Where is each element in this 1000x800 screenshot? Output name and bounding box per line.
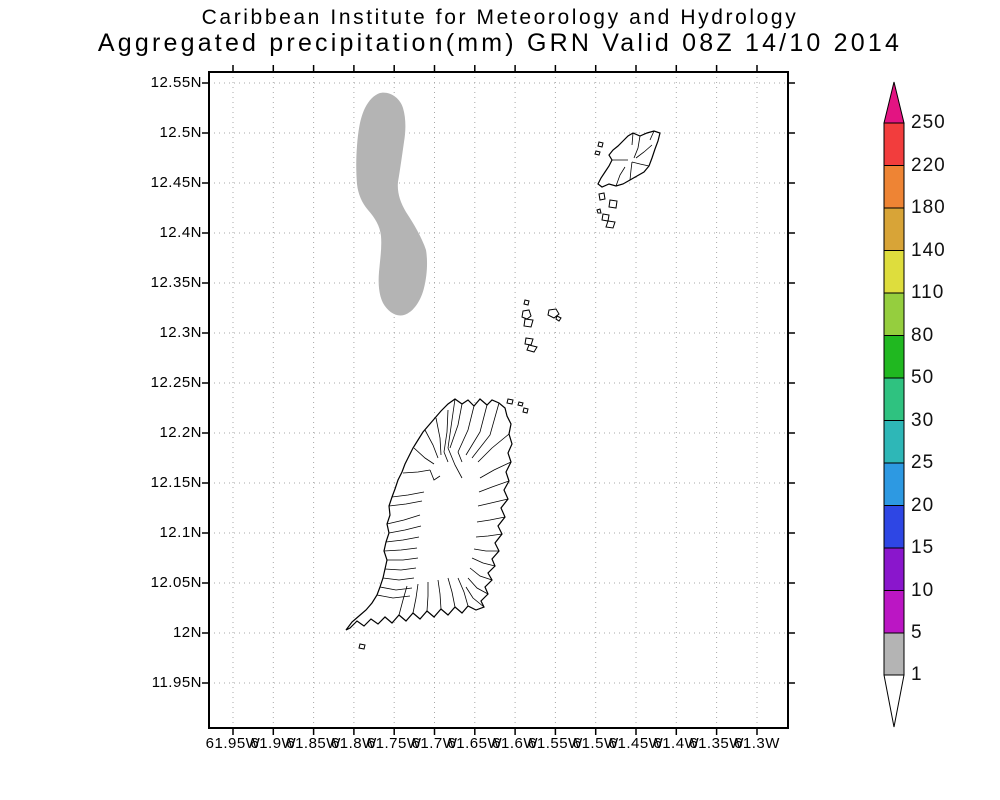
islet (605, 220, 616, 229)
lat-tick-label: 12.55N (150, 74, 202, 91)
islet (608, 199, 618, 209)
lat-tick-label: 12.3N (159, 324, 202, 341)
colorbar-label: 110 (911, 282, 945, 303)
lon-tick-label: 61.55W (528, 735, 583, 752)
colorbar-segment (883, 505, 905, 549)
lat-tick-label: 12.4N (159, 224, 202, 241)
plot-frame (208, 71, 789, 729)
colorbar-label: 15 (911, 537, 935, 558)
islet (506, 398, 514, 405)
colorbar-label: 10 (911, 579, 935, 601)
lon-tick-label: 61.65W (447, 735, 503, 752)
colorbar-label: 50 (911, 367, 935, 388)
colorbar-label: 80 (911, 324, 935, 346)
islet (523, 299, 530, 306)
colorbar-segment (883, 632, 905, 676)
lat-tick-label: 11.95N (151, 674, 202, 691)
colorbar-label: 1 (911, 664, 923, 685)
islet (358, 643, 366, 650)
colorbar-under-arrow (883, 674, 905, 728)
islet (598, 192, 606, 201)
colorbar-segment (883, 122, 905, 166)
lon-tick-label: 61.85W (286, 735, 341, 752)
grenada-island (345, 398, 513, 631)
small-islets (358, 141, 618, 650)
lat-tick-label: 12.2N (159, 424, 202, 441)
lon-tick-label: 61.35W (689, 735, 744, 752)
islet (523, 318, 534, 328)
colorbar-label: 140 (911, 239, 946, 261)
colorbar (883, 81, 905, 728)
colorbar-label: 180 (911, 197, 946, 218)
grid-lines (209, 72, 788, 728)
islet (517, 401, 524, 407)
lon-tick-label: 61.6W (492, 735, 539, 752)
islet (597, 141, 604, 148)
colorbar-label: 20 (911, 494, 935, 516)
colorbar-segment (883, 590, 905, 634)
grenada-coastline (345, 398, 513, 631)
islet (524, 337, 534, 346)
colorbar-label: 30 (911, 409, 935, 431)
colorbar-segment (883, 420, 905, 464)
islet (594, 150, 601, 156)
colorbar-label: 250 (911, 112, 946, 133)
lat-tick-label: 12.25N (150, 374, 202, 391)
lon-tick-label: 61.75W (366, 735, 422, 752)
colorbar-segment (883, 292, 905, 336)
lon-tick-label: 61.7W (411, 735, 458, 752)
colorbar-segment (883, 462, 905, 506)
islet (521, 309, 532, 320)
lat-tick-label: 12.05N (150, 574, 202, 591)
colorbar-over-arrow (883, 81, 905, 124)
lon-tick-label: 61.3W (734, 735, 780, 752)
lon-tick-label: 61.45W (608, 735, 664, 752)
colorbar-segment (883, 207, 905, 251)
carriacou-island (597, 130, 661, 188)
lat-tick-label: 12.35N (150, 274, 202, 291)
institution-title: Caribbean Institute for Meteorology and … (201, 6, 799, 29)
lon-tick-label: 61.5W (572, 735, 619, 752)
colorbar-segment (883, 547, 905, 591)
colorbar-label: 220 (911, 154, 946, 176)
islet (555, 315, 562, 322)
colorbar-label: 25 (911, 452, 935, 473)
lat-tick-label: 12.45N (150, 174, 202, 191)
lat-tick-label: 12.1N (159, 524, 202, 541)
colorbar-segment (883, 335, 905, 379)
lat-tick-label: 12N (172, 624, 202, 641)
lon-tick-label: 61.8W (330, 735, 377, 752)
lon-tick-label: 61.9W (250, 735, 297, 752)
colorbar-label: 5 (911, 622, 923, 643)
colorbar-segment (883, 377, 905, 421)
page-title: Aggregated precipitation(mm) GRN Valid 0… (97, 29, 903, 57)
grenada-watershed-boundaries (376, 398, 512, 616)
colorbar-segment (883, 250, 905, 294)
carriacou-boundaries (612, 130, 655, 187)
colorbar-segment (883, 165, 905, 209)
precip-shaded-area-1-5mm (356, 92, 428, 316)
islet (526, 344, 538, 353)
islet (522, 407, 529, 414)
lon-tick-label: 61.95W (205, 735, 261, 752)
islet (601, 213, 610, 222)
axis-ticks (202, 65, 795, 735)
lon-tick-label: 61.4W (653, 735, 700, 752)
lat-tick-label: 12.15N (150, 474, 202, 491)
lat-tick-label: 12.5N (159, 124, 202, 141)
islet (596, 208, 602, 214)
